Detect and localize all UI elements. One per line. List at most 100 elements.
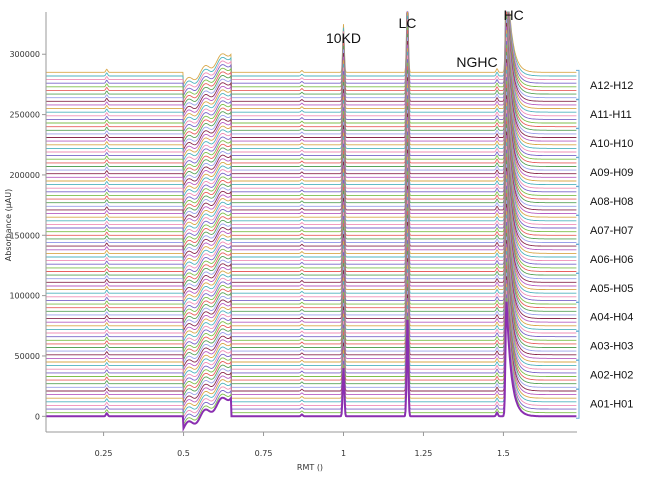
group-label: A04-H04 [590,312,633,324]
trace-line [46,113,577,242]
trace-line [46,149,577,278]
trace-line [46,142,577,271]
trace-line [46,62,577,192]
traces-layer [46,10,577,433]
peak-label: HC [504,7,524,23]
group-label: A03-H03 [590,341,633,353]
x-axis-label: RMT () [297,463,323,472]
trace-line [46,11,577,101]
group-bracket [576,388,580,419]
group-label: A05-H05 [590,283,633,295]
group-labels-layer: A01-H01 A02-H02 A03-H03 A04-H04 A05-H05 A06-H… [576,69,633,419]
trace-line [46,189,577,318]
x-tick-label: 1.25 [415,449,433,458]
group-label: A09-H09 [590,167,633,179]
trace-line [46,11,577,87]
x-tick-label: 0.75 [255,449,273,458]
trace-line [46,254,577,383]
group-bracket [576,272,580,303]
trace-line [46,272,577,402]
axes-layer [45,12,577,433]
trace-line [46,48,577,177]
trace-line [46,164,577,293]
peak-label: LC [399,15,417,31]
trace-line [46,287,577,416]
trace-line [46,258,577,387]
y-tick-label: 300000 [9,50,40,59]
group-label: A06-H06 [590,254,633,266]
trace-line [46,77,577,206]
trace-line [46,232,577,362]
trace-line [46,80,577,210]
trace-line [46,221,577,351]
group-bracket [576,359,580,390]
trace-line [46,91,577,221]
group-bracket [576,156,580,188]
trace-line [46,40,577,170]
trace-line [46,26,577,155]
trace-line [46,69,577,199]
trace-line [46,15,577,144]
group-bracket [576,98,580,130]
trace-line [46,19,577,148]
trace-line [46,11,577,126]
trace-line [46,106,577,235]
trace-line [46,269,577,398]
trace-line [46,109,577,239]
y-tick-label: 150000 [9,231,40,240]
trace-line [46,116,577,246]
trace-line [46,135,577,264]
trace-line [46,283,577,412]
trace-line [46,185,577,315]
trace-line [46,22,577,152]
group-label: A12-H12 [590,80,633,92]
trace-line [46,196,577,326]
trace-line [46,11,577,134]
group-bracket [576,214,580,246]
trace-line [46,178,577,307]
group-bracket [576,330,580,361]
trace-line [46,84,577,213]
group-label: A07-H07 [590,225,633,237]
y-axis-label: Absorbance (µAU) [4,189,13,261]
trace-line [46,279,577,409]
group-label: A02-H02 [590,370,633,382]
trace-line [46,37,577,166]
y-tick-label: 50000 [15,352,40,361]
trace-line [46,265,577,394]
group-bracket [576,127,580,159]
y-tick-label: 0 [35,412,40,421]
trace-line [46,261,577,391]
trace-line [46,243,577,373]
trace-line [46,192,577,322]
ticks-layer: 0.25 0.5 0.75 1 1.25 1.5 0 50000 100000 150000 200… [9,50,509,458]
trace-line [46,250,577,380]
trace-line [46,124,577,253]
trace-line [46,11,577,141]
trace-line [46,11,577,108]
trace-line [46,160,577,289]
trace-line [46,11,577,137]
group-label: A10-H10 [590,138,633,150]
trace-line [46,294,577,423]
trace-line [46,225,577,354]
trace-line [46,276,577,405]
trace-line [46,218,577,347]
trace-line [46,11,577,90]
group-label: A11-H11 [590,109,632,121]
trace-line [46,30,577,159]
trace-line [46,301,577,433]
trace-line [46,95,577,224]
x-tick-label: 0.25 [95,449,113,458]
trace-line [46,33,577,163]
trace-line [46,156,577,286]
y-tick-label: 200000 [9,171,40,180]
peak-labels-layer: 10KD LC NGHC HC [326,7,524,70]
trace-line [46,44,577,173]
group-bracket [576,243,580,274]
trace-line [46,236,577,365]
trace-line [46,229,577,358]
peak-label: NGHC [456,54,497,70]
trace-line [46,145,577,275]
